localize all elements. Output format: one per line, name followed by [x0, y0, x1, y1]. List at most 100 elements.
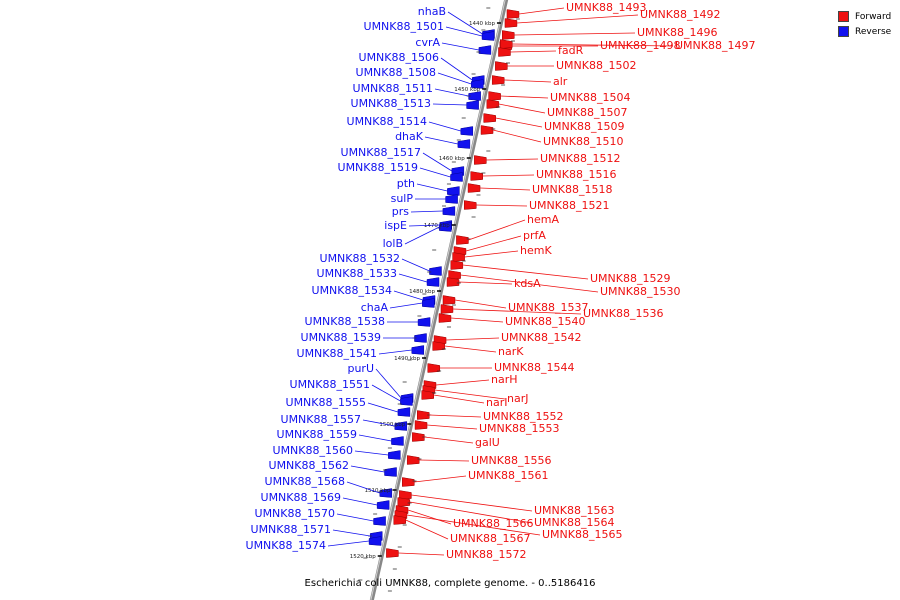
gene-feature-umnk88-1492[interactable] [504, 18, 518, 28]
gene-feature-lolb[interactable] [439, 222, 452, 232]
gene-label-umnk88-1566[interactable]: UMNK88_1566 [453, 517, 533, 530]
gene-label-umnk88-1571[interactable]: UMNK88_1571 [251, 523, 331, 536]
gene-label-nari[interactable]: narI [486, 396, 507, 409]
gene-label-pth[interactable]: pth [397, 177, 415, 190]
gene-feature-umnk88-1519[interactable] [450, 172, 463, 182]
gene-feature-umnk88-1553[interactable] [414, 420, 428, 430]
gene-feature-umnk88-1540[interactable] [438, 313, 452, 323]
gene-label-umnk88-1565[interactable]: UMNK88_1565 [542, 528, 622, 541]
gene-label-nhab[interactable]: nhaB [418, 5, 446, 18]
gene-label-umnk88-1502[interactable]: UMNK88_1502 [556, 59, 636, 72]
gene-label-umnk88-1569[interactable]: UMNK88_1569 [261, 491, 341, 504]
gene-feature-umnk88-1497[interactable] [500, 39, 513, 49]
gene-label-umnk88-1501[interactable]: UMNK88_1501 [364, 20, 444, 33]
gene-feature-umnk88-1544[interactable] [427, 363, 441, 373]
gene-feature-cvra[interactable] [478, 45, 492, 55]
gene-label-umnk88-1518[interactable]: UMNK88_1518 [532, 183, 612, 196]
gene-label-umnk88-1568[interactable]: UMNK88_1568 [265, 475, 345, 488]
gene-feature-nari[interactable] [421, 390, 434, 400]
gene-feature-umnk88-1541[interactable] [411, 345, 425, 355]
gene-label-umnk88-1561[interactable]: UMNK88_1561 [468, 469, 548, 482]
gene-label-umnk88-1517[interactable]: UMNK88_1517 [341, 146, 421, 159]
gene-label-umnk88-1534[interactable]: UMNK88_1534 [312, 284, 392, 297]
gene-feature-umnk88-1501[interactable] [481, 31, 495, 41]
gene-feature-umnk88-1511[interactable] [468, 91, 481, 101]
gene-feature-nark[interactable] [432, 341, 445, 351]
gene-label-umnk88-1519[interactable]: UMNK88_1519 [338, 161, 418, 174]
gene-feature-umnk88-1564[interactable] [397, 497, 411, 507]
gene-feature-sulp[interactable] [445, 194, 458, 204]
gene-label-umnk88-1560[interactable]: UMNK88_1560 [273, 444, 353, 457]
gene-label-umnk88-1540[interactable]: UMNK88_1540 [505, 315, 585, 328]
gene-feature-umnk88-1556[interactable] [406, 455, 420, 465]
gene-label-hemk[interactable]: hemK [520, 244, 552, 257]
gene-label-umnk88-1514[interactable]: UMNK88_1514 [347, 115, 427, 128]
gene-feature-umnk88-1568[interactable] [379, 488, 393, 498]
gene-label-galu[interactable]: galU [475, 436, 500, 449]
gene-feature-umnk88-1507[interactable] [486, 99, 500, 109]
gene-feature-umnk88-1559[interactable] [391, 436, 404, 446]
gene-label-umnk88-1574[interactable]: UMNK88_1574 [246, 539, 326, 552]
gene-label-prfa[interactable]: prfA [523, 229, 546, 242]
gene-label-umnk88-1508[interactable]: UMNK88_1508 [356, 66, 436, 79]
gene-feature-umnk88-1538[interactable] [417, 317, 431, 327]
gene-feature-umnk88-1557[interactable] [394, 421, 408, 431]
gene-label-nark[interactable]: narK [498, 345, 524, 358]
gene-label-umnk88-1509[interactable]: UMNK88_1509 [544, 120, 624, 133]
gene-feature-kdsa[interactable] [446, 277, 460, 287]
gene-label-umnk88-1506[interactable]: UMNK88_1506 [359, 51, 439, 64]
gene-feature-umnk88-1530[interactable] [448, 270, 461, 280]
gene-label-dhak[interactable]: dhaK [395, 130, 424, 143]
gene-label-umnk88-1511[interactable]: UMNK88_1511 [353, 82, 433, 95]
gene-label-umnk88-1538[interactable]: UMNK88_1538 [305, 315, 385, 328]
gene-label-umnk88-1570[interactable]: UMNK88_1570 [255, 507, 335, 520]
gene-label-umnk88-1510[interactable]: UMNK88_1510 [543, 135, 623, 148]
gene-label-umnk88-1530[interactable]: UMNK88_1530 [600, 285, 680, 298]
gene-label-umnk88-1532[interactable]: UMNK88_1532 [320, 252, 400, 265]
gene-feature-umnk88-1536[interactable] [440, 304, 454, 314]
gene-label-sulp[interactable]: sulP [391, 192, 414, 205]
gene-label-chaa[interactable]: chaA [361, 301, 389, 314]
gene-label-umnk88-1559[interactable]: UMNK88_1559 [277, 428, 357, 441]
gene-feature-umnk88-1551[interactable] [400, 396, 413, 406]
gene-feature-umnk88-1532[interactable] [429, 266, 442, 276]
gene-feature-umnk88-1560[interactable] [388, 450, 401, 460]
gene-feature-galu[interactable] [412, 432, 425, 442]
gene-feature-umnk88-1493[interactable] [506, 9, 520, 19]
gene-label-prs[interactable]: prs [392, 205, 410, 218]
gene-feature-umnk88-1570[interactable] [373, 516, 386, 526]
gene-label-umnk88-1529[interactable]: UMNK88_1529 [590, 272, 670, 285]
gene-label-umnk88-1563[interactable]: UMNK88_1563 [534, 504, 614, 517]
gene-label-alr[interactable]: alr [553, 75, 568, 88]
gene-feature-chaa[interactable] [422, 298, 435, 308]
gene-label-umnk88-1512[interactable]: UMNK88_1512 [540, 152, 620, 165]
gene-feature-umnk88-1516[interactable] [470, 171, 483, 181]
gene-feature-umnk88-1561[interactable] [402, 477, 415, 487]
gene-label-umnk88-1541[interactable]: UMNK88_1541 [297, 347, 377, 360]
gene-label-umnk88-1557[interactable]: UMNK88_1557 [281, 413, 361, 426]
gene-label-umnk88-1552[interactable]: UMNK88_1552 [483, 410, 563, 423]
gene-feature-umnk88-1567[interactable] [393, 515, 407, 525]
gene-feature-umnk88-1529[interactable] [450, 260, 464, 270]
gene-label-ispe[interactable]: ispE [384, 219, 407, 232]
gene-label-umnk88-1537[interactable]: UMNK88_1537 [508, 301, 588, 314]
gene-label-umnk88-1533[interactable]: UMNK88_1533 [317, 267, 397, 280]
gene-feature-umnk88-1502[interactable] [495, 61, 508, 71]
gene-label-umnk88-1555[interactable]: UMNK88_1555 [286, 396, 366, 409]
gene-label-umnk88-1504[interactable]: UMNK88_1504 [550, 91, 630, 104]
gene-label-kdsa[interactable]: kdsA [514, 277, 541, 290]
gene-feature-umnk88-1509[interactable] [483, 113, 496, 123]
gene-label-umnk88-1551[interactable]: UMNK88_1551 [290, 378, 370, 391]
gene-feature-umnk88-1514[interactable] [460, 126, 474, 136]
gene-label-umnk88-1553[interactable]: UMNK88_1553 [479, 422, 559, 435]
gene-label-umnk88-1542[interactable]: UMNK88_1542 [501, 331, 581, 344]
gene-feature-hemk[interactable] [452, 252, 465, 262]
gene-label-umnk88-1493[interactable]: UMNK88_1493 [566, 1, 646, 14]
gene-label-umnk88-1521[interactable]: UMNK88_1521 [529, 199, 609, 212]
gene-feature-umnk88-1539[interactable] [414, 333, 427, 343]
gene-feature-umnk88-1572[interactable] [386, 548, 399, 558]
gene-feature-dhak[interactable] [457, 139, 471, 149]
gene-label-umnk88-1567[interactable]: UMNK88_1567 [450, 532, 530, 545]
gene-feature-umnk88-1574[interactable] [368, 536, 382, 546]
gene-feature-umnk88-1508[interactable] [471, 79, 484, 89]
